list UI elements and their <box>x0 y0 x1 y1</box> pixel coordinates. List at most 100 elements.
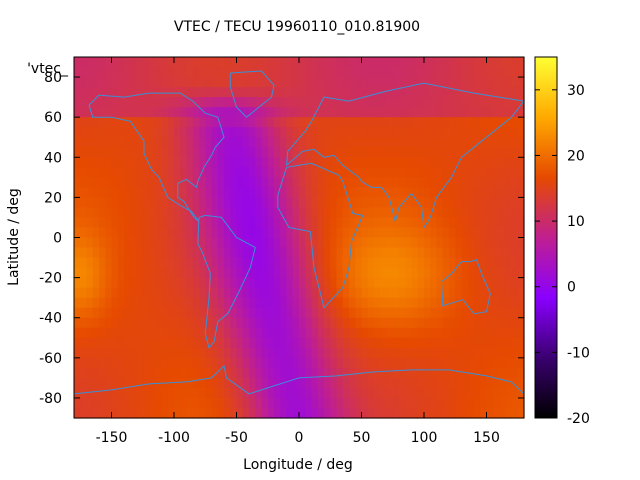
heatmap-cell <box>442 347 450 359</box>
heatmap-cell <box>442 147 450 158</box>
heatmap-cell <box>411 57 419 68</box>
heatmap-cell <box>411 117 419 128</box>
heatmap-cell <box>424 347 431 359</box>
heatmap-cell <box>217 87 225 98</box>
heatmap-cell <box>505 377 513 389</box>
heatmap-cell <box>211 287 219 299</box>
heatmap-cell <box>124 67 131 78</box>
heatmap-cell <box>292 207 300 219</box>
heatmap-cell <box>92 57 100 68</box>
heatmap-cell <box>367 177 375 188</box>
heatmap-cell <box>492 167 500 178</box>
heatmap-cell <box>311 97 319 108</box>
heatmap-cell <box>224 177 231 188</box>
heatmap-cell <box>192 67 200 78</box>
heatmap-cell <box>424 317 431 329</box>
heatmap-cell <box>230 57 238 68</box>
heatmap-cell <box>367 107 375 118</box>
heatmap-cell <box>517 147 525 158</box>
x-tick-label: 150 <box>473 430 500 446</box>
heatmap-cell <box>355 177 363 188</box>
heatmap-cell <box>492 197 500 209</box>
heatmap-cell <box>180 97 188 108</box>
heatmap-cell <box>236 57 244 68</box>
heatmap-cell <box>336 207 344 219</box>
heatmap-cell <box>161 87 169 98</box>
heatmap-cell <box>380 97 388 108</box>
heatmap-cell <box>317 327 325 339</box>
heatmap-cell <box>217 307 225 319</box>
heatmap-cell <box>461 287 469 299</box>
heatmap-cell <box>149 177 156 188</box>
heatmap-cell <box>111 57 119 68</box>
heatmap-cell <box>99 77 106 88</box>
heatmap-cell <box>330 377 338 389</box>
heatmap-cell <box>205 327 213 339</box>
heatmap-cell <box>449 217 456 229</box>
heatmap-cell <box>230 237 238 249</box>
heatmap-cell <box>255 137 263 148</box>
heatmap-cell <box>242 107 250 118</box>
heatmap-cell <box>142 87 150 98</box>
heatmap-cell <box>117 137 125 148</box>
heatmap-cell <box>367 357 375 369</box>
heatmap-cell <box>274 207 281 219</box>
heatmap-cell <box>161 107 169 118</box>
heatmap-cell <box>392 297 400 309</box>
heatmap-cell <box>92 117 100 128</box>
heatmap-cell <box>292 107 300 118</box>
heatmap-cell <box>361 157 369 168</box>
heatmap-cell <box>299 177 306 188</box>
heatmap-cell <box>380 397 388 409</box>
heatmap-cell <box>230 277 238 289</box>
heatmap-cell <box>424 127 431 138</box>
heatmap-cell <box>130 107 138 118</box>
heatmap-cell <box>386 357 394 369</box>
heatmap-cell <box>474 337 481 349</box>
heatmap-cell <box>255 107 263 118</box>
heatmap-cell <box>111 277 119 289</box>
heatmap-cell <box>292 407 300 419</box>
heatmap-cell <box>311 327 319 339</box>
heatmap-cell <box>142 387 150 399</box>
heatmap-cell <box>230 387 238 399</box>
heatmap-cell <box>336 197 344 209</box>
heatmap-cell <box>505 197 513 209</box>
heatmap-cell <box>386 227 394 239</box>
heatmap-cell <box>267 347 275 359</box>
heatmap-cell <box>274 377 281 389</box>
heatmap-cell <box>349 257 356 269</box>
heatmap-cell <box>417 217 425 229</box>
heatmap-cell <box>349 327 356 339</box>
heatmap-cell <box>305 87 313 98</box>
heatmap-cell <box>367 397 375 409</box>
heatmap-cell <box>155 157 163 168</box>
heatmap-cell <box>74 347 81 359</box>
heatmap-cell <box>317 337 325 349</box>
heatmap-cell <box>267 127 275 138</box>
heatmap-cell <box>480 157 488 168</box>
heatmap-cell <box>305 107 313 118</box>
heatmap-cell <box>74 157 81 168</box>
heatmap-cell <box>299 217 306 229</box>
heatmap-cell <box>305 327 313 339</box>
heatmap-cell <box>199 87 206 98</box>
heatmap-cell <box>267 247 275 259</box>
heatmap-cell <box>186 207 194 219</box>
heatmap-cell <box>274 127 281 138</box>
heatmap-cell <box>186 117 194 128</box>
heatmap-cell <box>480 147 488 158</box>
heatmap-cell <box>236 237 244 249</box>
heatmap-cell <box>511 207 519 219</box>
heatmap-cell <box>124 297 131 309</box>
heatmap-cell <box>449 337 456 349</box>
heatmap-cell <box>492 337 500 349</box>
heatmap-cell <box>399 327 406 339</box>
heatmap-cell <box>442 97 450 108</box>
heatmap-cell <box>361 237 369 249</box>
heatmap-cell <box>111 327 119 339</box>
heatmap-cell <box>236 177 244 188</box>
heatmap-cell <box>480 227 488 239</box>
heatmap-cell <box>105 57 113 68</box>
heatmap-cell <box>180 327 188 339</box>
